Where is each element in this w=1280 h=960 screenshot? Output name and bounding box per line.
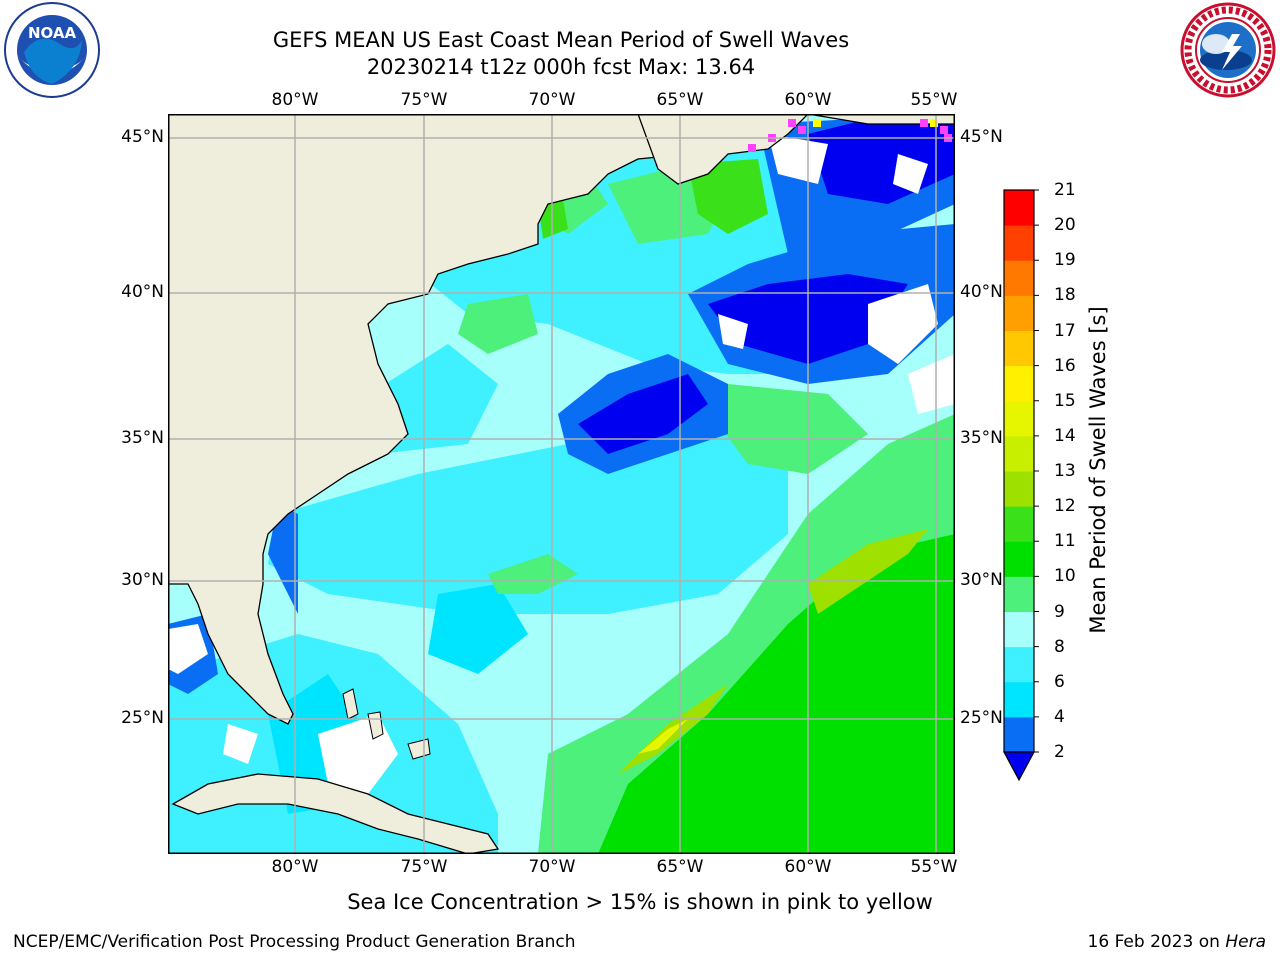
chart-title: GEFS MEAN US East Coast Mean Period of S… — [272, 28, 850, 52]
lon-label-top: 65°W — [656, 90, 704, 110]
lon-label-bottom: 70°W — [528, 857, 576, 877]
contour-region — [598, 534, 955, 854]
colorbar-segment — [1004, 260, 1034, 296]
land-cuba — [171, 773, 500, 854]
no-data-region — [223, 724, 258, 764]
land-canada — [637, 114, 955, 185]
colorbar-tick-label: 9 — [1054, 601, 1065, 622]
lon-label-bottom: 65°W — [656, 857, 704, 877]
footer-credit: NCEP/EMC/Verification Post Processing Pr… — [13, 932, 576, 952]
colorbar-tick-label: 21 — [1054, 180, 1076, 200]
colorbar-tick-label: 2 — [1054, 742, 1065, 762]
colorbar-tick-label: 20 — [1054, 215, 1076, 236]
sea-ice-marker — [920, 119, 928, 127]
colorbar-tick-label: 11 — [1054, 531, 1076, 552]
contour-region — [458, 294, 538, 354]
no-data-region — [718, 314, 748, 349]
lat-label-right: 25°N — [960, 708, 1003, 728]
no-data-region — [768, 134, 828, 184]
sea-ice-marker — [930, 119, 938, 127]
lat-label-left: 25°N — [121, 708, 164, 728]
colorbar-segment — [1004, 611, 1034, 648]
noaa-logo-text: NOAA — [28, 24, 77, 42]
sea-ice-marker — [940, 126, 948, 134]
colorbar-segment — [1004, 435, 1034, 472]
nws-logo — [1180, 2, 1276, 98]
contour-region — [488, 554, 578, 594]
noaa-logo: NOAA — [4, 2, 100, 98]
lat-label-left: 35°N — [121, 428, 164, 448]
colorbar-extend-triangle — [1002, 751, 1036, 782]
colorbar-tick-label: 19 — [1054, 250, 1076, 271]
lon-label-top: 75°W — [400, 90, 448, 110]
colorbar-tick-label: 16 — [1054, 355, 1076, 376]
colorbar-segment — [1004, 681, 1034, 718]
colorbar-tick-label: 6 — [1054, 671, 1065, 692]
colorbar-segment — [1004, 541, 1034, 577]
colorbar-tick-label: 18 — [1054, 285, 1076, 306]
colorbar-title: Mean Period of Swell Waves [s] — [1086, 306, 1110, 634]
colorbar-segment — [1004, 190, 1034, 226]
map-frame — [168, 114, 955, 854]
sea-ice-marker — [748, 144, 756, 152]
contour-region — [268, 414, 788, 614]
contour-region — [268, 504, 298, 614]
contour-region — [718, 384, 868, 474]
colorbar-segment — [1004, 295, 1034, 331]
graticule — [168, 114, 955, 854]
colorbar-tick-label: 10 — [1054, 566, 1076, 587]
contour-region — [808, 529, 928, 614]
colorbar-tick-label: 14 — [1054, 425, 1076, 446]
colorbar-tick-label: 13 — [1054, 461, 1076, 481]
sea-ice-caption: Sea Ice Concentration > 15% is shown in … — [347, 890, 933, 914]
colorbar-segment — [1004, 225, 1034, 261]
lon-label-top: 60°W — [784, 90, 832, 110]
lat-label-left: 40°N — [121, 282, 164, 302]
lon-label-bottom: 75°W — [400, 857, 448, 877]
land-bahamas — [342, 688, 359, 720]
contour-region — [428, 584, 528, 674]
footer-host: Hera — [1225, 932, 1266, 952]
no-data-region — [868, 284, 938, 364]
swell-period-map — [168, 114, 955, 854]
no-data-region — [908, 354, 955, 414]
colorbar-tick-label: 12 — [1054, 496, 1076, 517]
colorbar — [1002, 189, 1039, 782]
lat-label-right: 40°N — [960, 282, 1003, 302]
colorbar-tick-label: 8 — [1054, 636, 1065, 657]
contour-region — [638, 719, 688, 754]
lon-label-top: 80°W — [271, 90, 319, 110]
lon-label-bottom: 60°W — [784, 857, 832, 877]
contour-region — [688, 159, 768, 234]
colorbar-tick-label: 4 — [1054, 706, 1065, 727]
no-data-region — [893, 154, 928, 194]
no-data-region — [168, 624, 208, 674]
colorbar-segment — [1004, 471, 1034, 507]
lon-label-top: 55°W — [910, 90, 958, 110]
colorbar-segment — [1004, 646, 1034, 683]
colorbar-segment — [1004, 400, 1034, 437]
colorbar-segment — [1004, 576, 1034, 612]
sea-ice-marker — [788, 119, 796, 127]
lon-label-bottom: 55°W — [910, 857, 958, 877]
lon-label-bottom: 80°W — [271, 857, 319, 877]
footer-date: 16 Feb 2023 on Hera — [1088, 932, 1266, 952]
contour-region — [578, 374, 708, 454]
colorbar-segment — [1004, 330, 1034, 367]
chart-subtitle: 20230214 t12z 000h fcst Max: 13.64 — [366, 55, 756, 79]
lat-label-left: 45°N — [121, 127, 164, 147]
lat-label-right: 35°N — [960, 428, 1003, 448]
lat-label-right: 30°N — [960, 570, 1003, 590]
footer-date-text: 16 Feb 2023 on — [1087, 932, 1226, 952]
colorbar-segment — [1004, 365, 1034, 402]
colorbar-segment — [1004, 716, 1034, 753]
colorbar-tick-label: 17 — [1054, 320, 1076, 341]
colorbar-tick-label: 15 — [1054, 390, 1076, 411]
sea-ice-marker — [798, 126, 806, 134]
sea-ice-marker — [813, 119, 821, 127]
lon-label-top: 70°W — [528, 90, 576, 110]
lat-label-left: 30°N — [121, 570, 164, 590]
lat-label-right: 45°N — [960, 127, 1003, 147]
colorbar-segment — [1004, 506, 1034, 542]
